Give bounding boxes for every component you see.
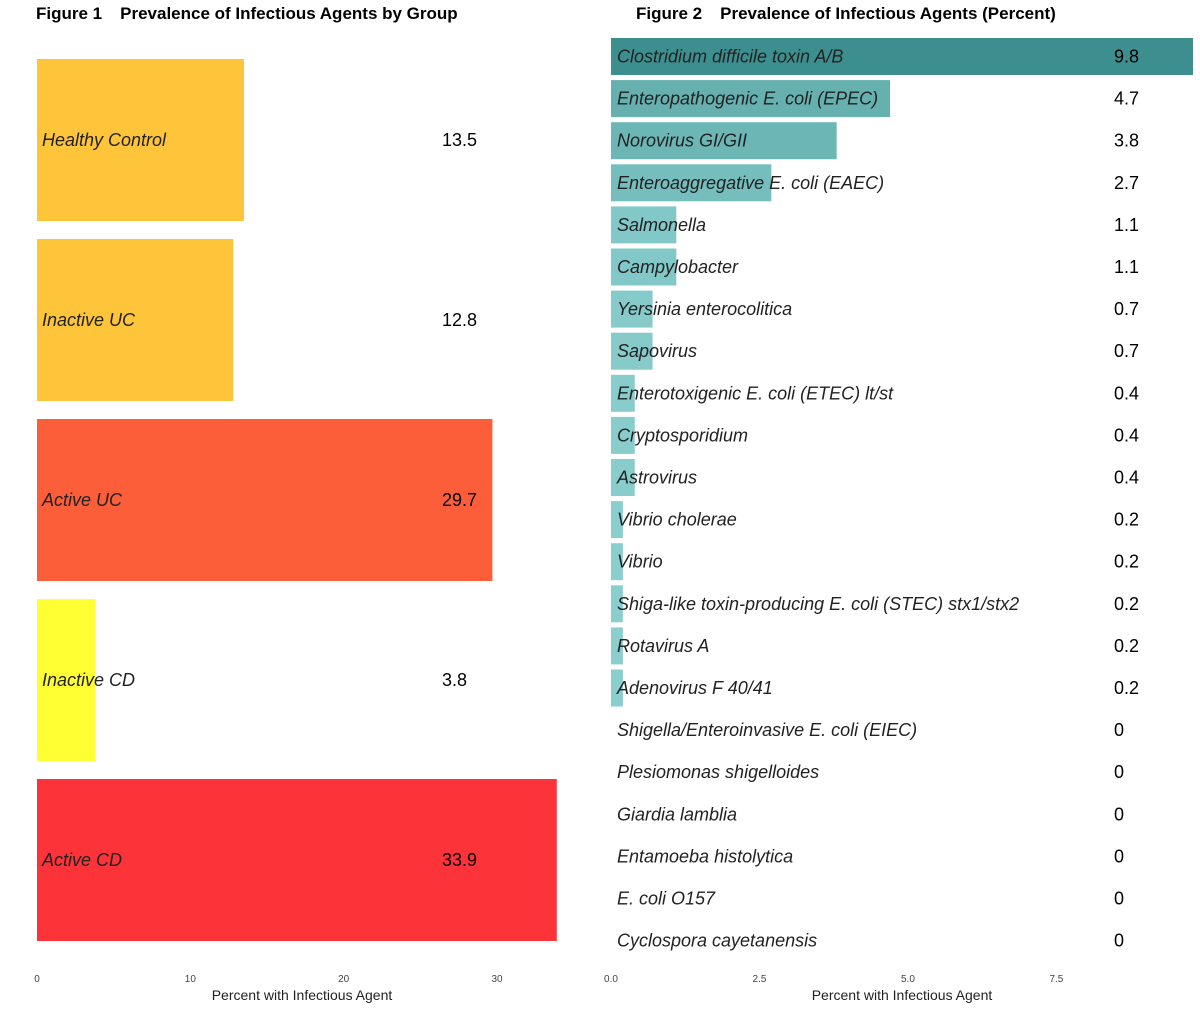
fig2-value-label: 0 [1114,804,1124,824]
fig2-x-tick-label: 2.5 [753,974,767,985]
fig1-x-axis-title: Percent with Infectious Agent [212,987,393,1003]
figure2-label: Figure 2 [636,4,703,23]
fig2-value-label: 0 [1114,931,1124,951]
fig2-category-label: Astrovirus [616,468,697,488]
fig1-bar [37,239,234,401]
fig2-value-label: 0.2 [1114,552,1139,572]
fig2-value-label: 0 [1114,762,1124,782]
fig2-value-label: 3.8 [1114,131,1139,151]
fig2-bar [611,122,837,160]
fig2-category-label: Sapovirus [617,341,697,361]
fig2-category-label: Enterotoxigenic E. coli (ETEC) lt/st [617,383,894,403]
fig1-x-tick-label: 20 [338,974,350,985]
fig2-category-label: Clostridium difficile toxin A/B [617,47,843,67]
figure1-label: Figure 1 [36,4,103,23]
fig1-category-label: Inactive CD [42,670,135,690]
fig2-bar [611,416,635,454]
fig1-value-label: 33.9 [442,850,477,870]
figure2-title-text: Prevalence of Infectious Agents (Percent… [720,4,1056,23]
fig2-value-label: 0.4 [1114,468,1139,488]
fig2-category-label: Norovirus GI/GII [617,131,747,151]
fig2-category-label: Enteropathogenic E. coli (EPEC) [617,89,878,109]
fig2-category-label: Plesiomonas shigelloides [617,762,819,782]
fig1-category-label: Healthy Control [42,130,167,150]
fig1-value-label: 29.7 [442,490,477,510]
fig2-bar [611,80,891,118]
fig2-value-label: 0 [1114,846,1124,866]
fig2-category-label: Giardia lamblia [617,804,737,824]
fig2-value-label: 2.7 [1114,173,1139,193]
fig2-category-label: Vibrio cholerae [617,510,737,530]
fig2-value-label: 0.2 [1114,594,1139,614]
fig2-x-axis-title: Percent with Infectious Agent [812,987,993,1003]
fig2-bar [611,669,623,707]
figure2-title: Figure 2 Prevalence of Infectious Agents … [636,4,1056,24]
fig1-bar [37,59,244,221]
fig2-category-label: Shiga-like toxin-producing E. coli (STEC… [617,594,1019,614]
fig2-category-label: Adenovirus F 40/41 [616,678,773,698]
fig2-value-label: 1.1 [1114,257,1139,277]
fig2-value-label: 0.7 [1114,299,1139,319]
fig2-value-label: 0.4 [1114,383,1139,403]
fig2-bar [611,585,623,623]
fig1-category-label: Active CD [41,850,122,870]
fig1-value-label: 12.8 [442,310,477,330]
fig2-value-label: 0.2 [1114,636,1139,656]
fig2-value-label: 0.2 [1114,678,1139,698]
fig2-category-label: Rotavirus A [617,636,709,656]
fig2-bar [611,543,623,581]
fig1-category-label: Inactive UC [42,310,136,330]
fig2-category-label: Cryptosporidium [617,425,748,445]
fig1-category-label: Active UC [41,490,123,510]
fig2-value-label: 9.8 [1114,47,1139,67]
fig2-value-label: 0 [1114,720,1124,740]
figure1-chart: Healthy Control 13.5 Inactive UC 12.8 Active… [34,59,557,1003]
fig1-x-tick-label: 30 [491,974,503,985]
fig2-bar [611,459,635,496]
fig2-value-label: 4.7 [1114,89,1139,109]
fig1-bar [37,599,96,761]
fig1-x-tick-label: 0 [34,974,40,985]
fig2-bar [611,332,653,370]
fig1-x-tick-label: 10 [185,974,197,985]
fig1-bar [37,419,493,581]
figure2-chart: Clostridium difficile toxin A/B 9.8 Entero… [604,38,1193,1003]
fig2-bar [611,164,772,202]
fig2-category-label: Entamoeba histolytica [617,846,793,866]
fig2-category-label: Cyclospora cayetanensis [617,931,817,951]
fig2-category-label: Shigella/Enteroinvasive E. coli (EIEC) [617,720,917,740]
fig2-value-label: 0.4 [1114,425,1139,445]
fig2-category-label: Yersinia enterocolitica [617,299,792,319]
fig2-x-tick-label: 7.5 [1049,974,1063,985]
figure1-title-text: Prevalence of Infectious Agents by Group [120,4,458,23]
fig2-category-label: Vibrio [617,552,663,572]
fig2-category-label: E. coli O157 [617,889,716,909]
fig1-value-label: 3.8 [442,670,467,690]
fig2-x-tick-label: 0.0 [604,974,618,985]
fig2-bar [611,627,623,665]
fig2-bar [611,248,677,286]
fig1-bar [37,779,557,941]
fig2-value-label: 1.1 [1114,215,1139,235]
fig2-bar [611,374,635,412]
figure1-title: Figure 1 Prevalence of Infectious Agents … [36,4,458,24]
fig2-bar [611,38,1193,75]
fig2-category-label: Campylobacter [617,257,739,277]
fig2-category-label: Salmonella [617,215,706,235]
fig2-bar [611,501,623,539]
fig2-value-label: 0.7 [1114,341,1139,361]
fig2-category-label: Enteroaggregative E. coli (EAEC) [617,173,884,193]
fig1-value-label: 13.5 [442,130,477,150]
fig2-value-label: 0 [1114,889,1124,909]
fig2-x-tick-label: 5.0 [901,974,915,985]
fig2-value-label: 0.2 [1114,510,1139,530]
fig2-bar [611,290,653,328]
fig2-bar [611,206,677,244]
